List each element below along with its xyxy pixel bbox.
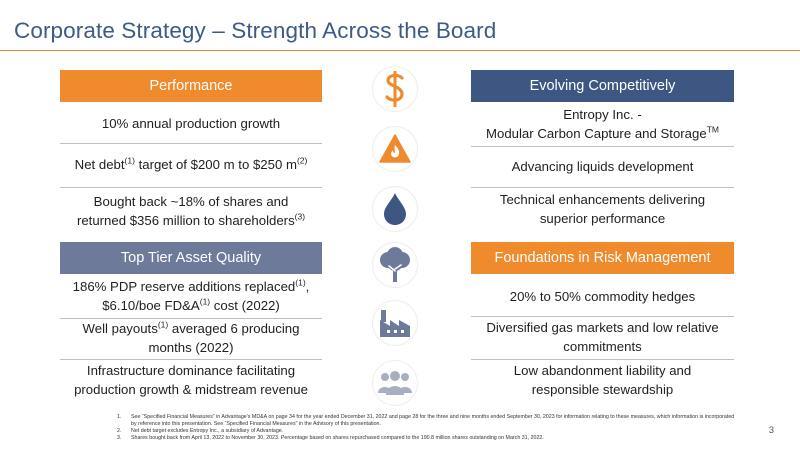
divider [60, 359, 322, 360]
footnote-reference: (1) [199, 296, 211, 307]
performance-item: 10% annual production growth [60, 104, 322, 142]
footnote: 2. Net debt target excludes Entropy Inc.… [117, 428, 737, 435]
footnote-number: 3. [117, 435, 122, 441]
dollar-icon [372, 66, 418, 112]
divider [60, 318, 322, 319]
factory-icon [372, 300, 418, 346]
tree-icon [372, 242, 418, 288]
asset-quality-item: 186% PDP reserve additions replaced(1), $… [60, 276, 322, 316]
item-text-line: production growth & midstream revenue [74, 382, 308, 397]
footnotes: 1. See “Specified Financial Measures” in… [117, 414, 737, 442]
divider [60, 143, 322, 144]
item-text-line: responsible stewardship [531, 382, 674, 397]
divider [471, 146, 734, 147]
item-text-line: superior performance [539, 211, 666, 226]
item-text-line: Well payouts(1) averaged 6 producing [82, 319, 300, 336]
item-text-line: Bought back ~18% of shares and [93, 194, 289, 209]
item-text-line: Low abandonment liability and [513, 363, 692, 378]
divider [471, 359, 734, 360]
evolving-item: Advancing liquids development [471, 148, 734, 184]
divider [60, 187, 322, 188]
item-text-line: Diversified gas markets and low relative [486, 320, 719, 335]
item-text-line: commitments [563, 339, 642, 354]
item-text-line: 20% to 50% commodity hedges [509, 288, 696, 304]
page-number: 3 [768, 425, 774, 436]
footnote-reference: (3) [294, 211, 306, 222]
item-text-line: 10% annual production growth [101, 115, 281, 131]
divider [471, 316, 734, 317]
footnote-text: Net debt target excludes Entropy Inc., a… [131, 428, 284, 434]
item-text-line: Net debt(1) target of $200 m to $250 m(2… [74, 155, 308, 172]
item-text-line: Modular Carbon Capture and StorageTM [486, 124, 719, 141]
footnote-reference: (2) [296, 155, 308, 166]
risk-management-item: Diversified gas markets and low relative… [471, 317, 734, 357]
item-text-line: Advancing liquids development [511, 158, 694, 174]
item-text-line: Infrastructure dominance facilitating [86, 363, 296, 378]
people-icon [372, 360, 418, 406]
item-text-line: $6.10/boe FD&A(1) cost (2022) [102, 296, 280, 313]
item-text-line: months (2022) [148, 340, 234, 355]
flame-icon [372, 126, 418, 172]
footnote-number: 1. [117, 414, 122, 420]
asset-quality-item: Infrastructure dominance facilitating pro… [60, 360, 322, 400]
footnote: 1. See “Specified Financial Measures” in… [117, 414, 737, 428]
item-text-line: 186% PDP reserve additions replaced(1), [72, 277, 310, 294]
item-text-line: returned $356 million to shareholders(3) [76, 211, 306, 228]
performance-item: Net debt(1) target of $200 m to $250 m(2… [60, 145, 322, 183]
footnote-number: 2. [117, 428, 122, 434]
risk-management-header: Foundations in Risk Management [471, 242, 734, 274]
water-drop-icon [372, 186, 418, 232]
performance-item: Bought back ~18% of shares and returned $… [60, 189, 322, 233]
footnote: 3. Shares bought back from April 13, 202… [117, 435, 737, 442]
asset-quality-header: Top Tier Asset Quality [60, 242, 322, 274]
footnote-reference: (1) [295, 277, 306, 288]
risk-management-item: Low abandonment liability and responsible… [471, 360, 734, 400]
evolving-item: Technical enhancements delivering superio… [471, 188, 734, 230]
evolving-header: Evolving Competitively [471, 70, 734, 102]
item-text-line: Technical enhancements delivering [499, 192, 706, 207]
footnote-text: Shares bought back from April 13, 2022 t… [131, 435, 544, 441]
performance-header: Performance [60, 70, 322, 102]
footnote-reference: TM [706, 124, 719, 135]
footnote-reference: (1) [124, 155, 135, 166]
divider [471, 187, 734, 188]
title-rule [0, 50, 800, 51]
item-text-line: Entropy Inc. - [563, 107, 642, 122]
page-title: Corporate Strategy – Strength Across the… [14, 18, 497, 43]
footnote-reference: (1) [157, 319, 169, 330]
evolving-item: Entropy Inc. - Modular Carbon Capture and… [471, 103, 734, 145]
risk-management-item: 20% to 50% commodity hedges [471, 278, 734, 314]
asset-quality-item: Well payouts(1) averaged 6 producing mont… [60, 319, 322, 357]
footnote-text: See “Specified Financial Measures” in Ad… [131, 414, 735, 427]
